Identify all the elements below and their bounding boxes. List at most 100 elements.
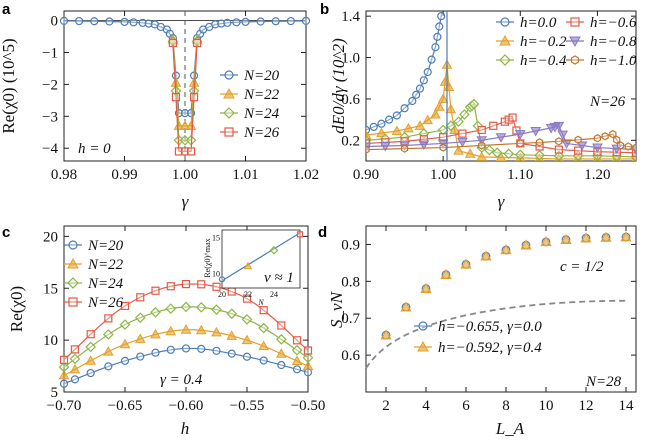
data-point bbox=[59, 355, 69, 364]
data-point bbox=[277, 321, 286, 330]
series-N=22 bbox=[58, 324, 314, 380]
y-tick-label: 0.6 bbox=[341, 348, 360, 364]
data-point bbox=[555, 137, 563, 146]
data-point bbox=[291, 355, 303, 366]
data-point bbox=[181, 280, 191, 289]
data-point bbox=[86, 368, 95, 378]
legend-marker bbox=[223, 87, 235, 99]
data-point bbox=[193, 38, 202, 48]
data-point bbox=[232, 18, 241, 27]
data-point bbox=[165, 325, 177, 336]
y-tick-label: −2 bbox=[42, 77, 58, 93]
data-point bbox=[430, 108, 441, 119]
y-tick-label: −1 bbox=[42, 45, 58, 61]
data-point bbox=[508, 113, 517, 122]
y-tick-label: 0.6 bbox=[341, 92, 360, 108]
data-point bbox=[258, 340, 270, 351]
data-point bbox=[197, 344, 206, 353]
inset-x-tick-label: 20 bbox=[218, 290, 226, 299]
data-point bbox=[271, 17, 280, 26]
data-point bbox=[427, 55, 436, 64]
data-point bbox=[69, 353, 81, 365]
data-point bbox=[631, 148, 636, 157]
legend-marker bbox=[417, 340, 429, 352]
data-point bbox=[256, 17, 265, 26]
legend-marker bbox=[569, 36, 581, 48]
series-line bbox=[63, 306, 309, 368]
data-point bbox=[611, 144, 623, 155]
data-point bbox=[242, 294, 252, 303]
legend-c-item: N=24 bbox=[87, 276, 124, 292]
data-point bbox=[431, 43, 440, 52]
data-point bbox=[520, 239, 532, 250]
x-tick-label: 1.01 bbox=[232, 167, 258, 183]
data-point bbox=[495, 133, 507, 143]
x-tick-label: 1.20 bbox=[584, 167, 610, 183]
data-point bbox=[302, 352, 314, 364]
data-point bbox=[476, 136, 488, 146]
data-point bbox=[166, 345, 175, 354]
panel-label-a: a bbox=[2, 1, 11, 18]
data-point bbox=[180, 301, 192, 313]
data-point bbox=[150, 306, 161, 318]
data-point bbox=[476, 151, 488, 161]
data-point bbox=[151, 348, 160, 357]
data-point bbox=[379, 142, 391, 152]
data-point bbox=[102, 346, 114, 356]
data-point bbox=[301, 16, 311, 25]
data-point bbox=[616, 141, 625, 150]
data-point bbox=[489, 121, 498, 130]
y-tick-label: 0 bbox=[51, 14, 59, 30]
data-point bbox=[241, 314, 253, 325]
y-tick-label: 0.2 bbox=[341, 133, 360, 149]
inset-y-label: Re(χ0)^max bbox=[203, 238, 212, 277]
data-point bbox=[457, 137, 468, 148]
data-point bbox=[136, 293, 145, 302]
series-line bbox=[172, 42, 198, 153]
data-point bbox=[453, 145, 464, 155]
x-tick-label: 1.00 bbox=[172, 167, 198, 183]
y-axis-label: S_vN bbox=[327, 290, 346, 328]
y-tick-label: 0.9 bbox=[341, 237, 360, 253]
data-point bbox=[165, 303, 177, 314]
data-point bbox=[453, 116, 464, 128]
inset-x-label: N bbox=[257, 298, 264, 307]
data-point bbox=[437, 12, 446, 21]
data-point bbox=[574, 135, 582, 144]
data-point bbox=[186, 147, 196, 156]
legend-c-item: N=22 bbox=[87, 257, 124, 273]
series-N=26 bbox=[168, 38, 202, 156]
data-point bbox=[377, 119, 386, 128]
series-h=−1.0 bbox=[366, 129, 636, 154]
data-point bbox=[303, 346, 313, 355]
data-point bbox=[477, 125, 486, 135]
x-tick-label: −0.70 bbox=[47, 398, 82, 414]
annotation-c: c = 1/2 bbox=[560, 259, 604, 275]
data-point bbox=[385, 115, 394, 124]
series-line bbox=[63, 347, 309, 385]
inset-fit-line bbox=[221, 232, 301, 282]
data-point bbox=[576, 141, 588, 152]
y-tick-label: 0.8 bbox=[341, 274, 360, 290]
data-point bbox=[408, 96, 417, 106]
data-point bbox=[400, 301, 412, 312]
data-point bbox=[226, 330, 238, 340]
inset-x-tick-label: 22 bbox=[244, 290, 252, 299]
data-point bbox=[574, 146, 583, 155]
plot-frame bbox=[365, 225, 637, 393]
series-line bbox=[63, 283, 309, 361]
inset-point bbox=[296, 231, 304, 238]
data-point bbox=[414, 120, 426, 130]
annotation-n: N=26 bbox=[589, 94, 626, 110]
data-point bbox=[302, 360, 314, 371]
data-point bbox=[226, 308, 238, 320]
x-tick-label: 12 bbox=[579, 398, 594, 414]
x-tick-label: 8 bbox=[502, 398, 510, 414]
legend-a-item: N=24 bbox=[243, 106, 280, 122]
x-axis-label: γ bbox=[182, 192, 190, 211]
data-point bbox=[415, 84, 425, 93]
data-point bbox=[484, 144, 495, 156]
data-point bbox=[403, 122, 414, 133]
data-point bbox=[600, 231, 612, 242]
data-point bbox=[435, 22, 444, 31]
